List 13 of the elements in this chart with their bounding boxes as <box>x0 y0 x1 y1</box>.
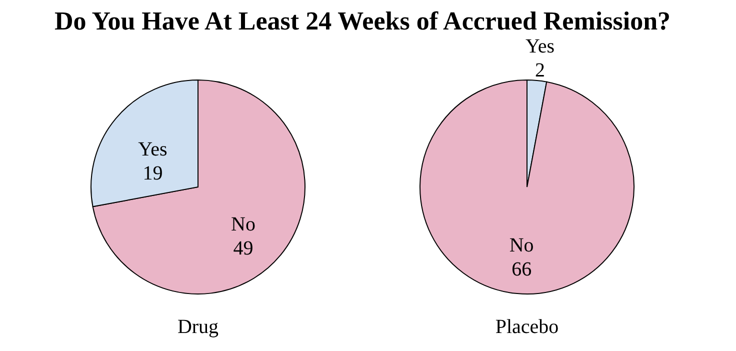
slice-label: Yes <box>525 36 555 58</box>
text: Drug <box>177 316 219 338</box>
pie-slice <box>92 80 306 294</box>
slice-label: No <box>231 214 256 236</box>
slice-label: Yes <box>138 138 168 160</box>
text: Placebo <box>495 316 559 338</box>
slice-label: No <box>509 234 534 257</box>
pie-slice <box>420 80 634 294</box>
data-label: 19 <box>142 162 163 184</box>
data-label: 2 <box>535 60 546 82</box>
data-label: 49 <box>233 238 254 260</box>
data-label: 66 <box>512 258 532 281</box>
text: Do You Have At Least 24 Weeks of Accrued Remission? <box>54 6 671 36</box>
